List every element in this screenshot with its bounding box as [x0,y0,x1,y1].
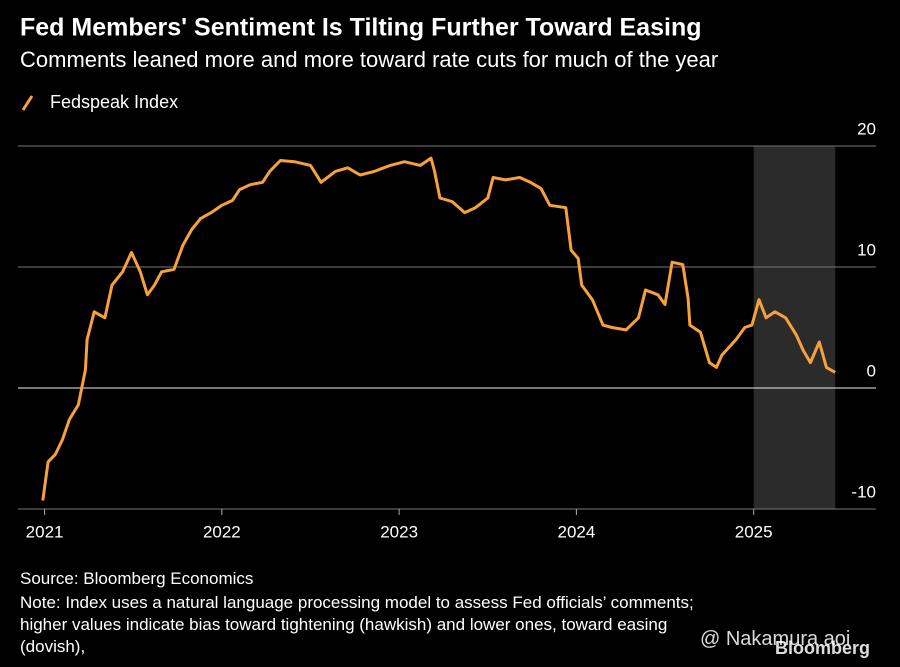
note: Note: Index uses a natural language proc… [20,593,694,656]
chart-title: Fed Members' Sentiment Is Tilting Furthe… [20,14,702,42]
y-tick-label: 10 [857,240,876,259]
shaded-range [753,146,836,509]
x-tick-label: 2024 [557,522,595,541]
chart-subtitle: Comments leaned more and more toward rat… [20,47,718,72]
x-tick-label: 2023 [380,522,418,541]
watermark: @ Nakamura aoi [700,628,851,650]
y-tick-label: 0 [867,361,876,380]
x-tick-label: 2021 [26,522,64,541]
data-line [41,156,836,501]
legend: Fedspeak Index [21,92,178,112]
y-tick-label: -10 [851,482,876,501]
legend-swatch [21,95,34,111]
x-tick-label: 2025 [735,522,773,541]
x-tick-label: 2022 [203,522,241,541]
chart: Fed Members' Sentiment Is Tilting Furthe… [18,14,876,541]
legend-label: Fedspeak Index [50,92,178,112]
source: Source: Bloomberg Economics [20,569,254,588]
y-tick-label: 20 [857,119,876,138]
logo: Bloomberg [775,638,871,658]
